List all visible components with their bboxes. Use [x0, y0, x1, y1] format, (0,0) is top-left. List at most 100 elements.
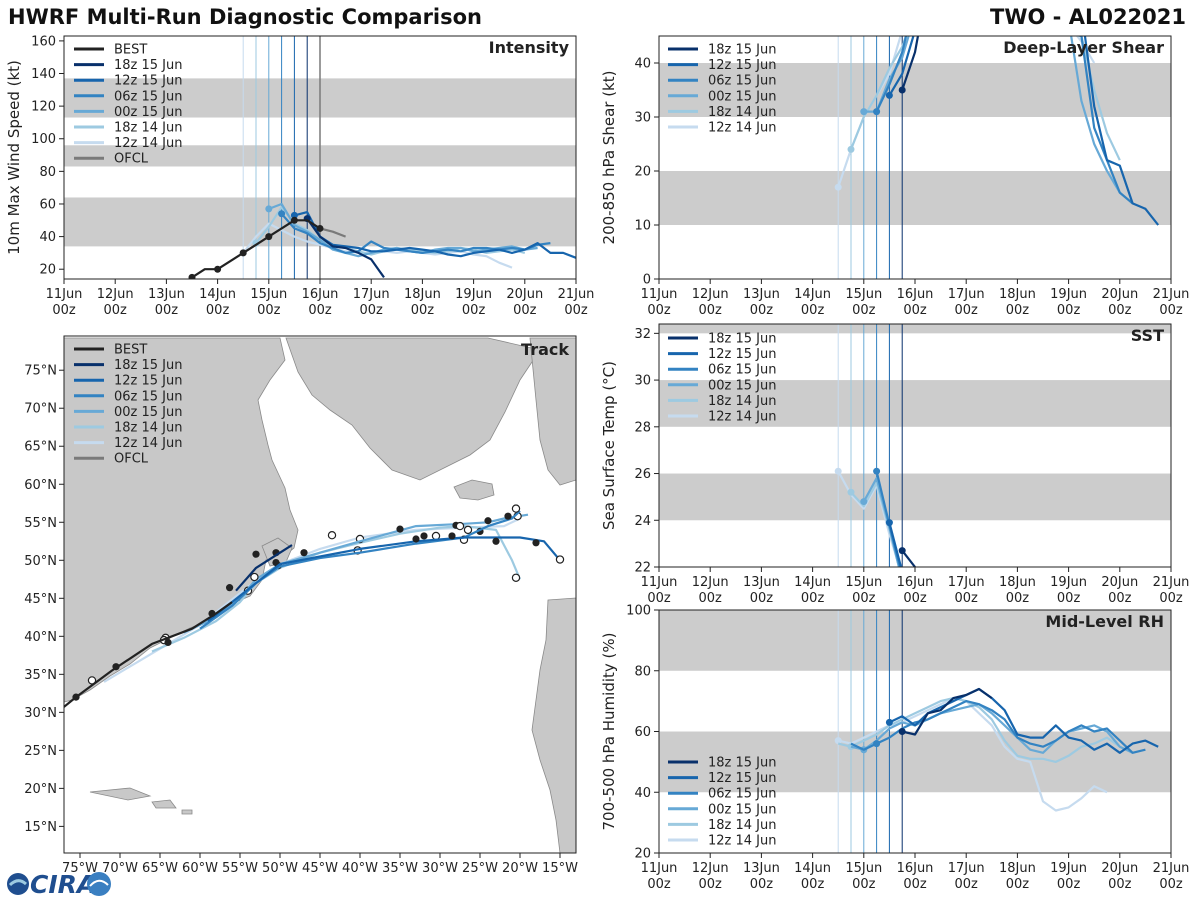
track-y-tick-label: 75°N	[24, 364, 57, 379]
shear-series-point	[873, 108, 881, 116]
shear-y-label: 200-850 hPa Shear (kt)	[600, 71, 618, 245]
intensity-series-point	[239, 249, 247, 257]
legend-label: 06z 15 Jun	[708, 74, 777, 89]
sst-chart: 11Jun00z12Jun00z13Jun00z14Jun00z15Jun00z…	[600, 323, 1190, 606]
shear-y-tick-label: 10	[634, 219, 651, 234]
track-position-open	[250, 572, 259, 582]
track-position-filled	[252, 550, 260, 558]
intensity-x-tick-label: 20Jun	[506, 287, 543, 302]
sst-x-tick-label: 00z	[699, 591, 723, 606]
track-position-filled	[532, 539, 540, 547]
shear-x-tick-label: 17Jun	[948, 287, 985, 302]
track-axes: 75°W 70°W 65°W 60°W 55°W 50°W 45°W 40°W 35°W 30°W…	[24, 340, 578, 876]
legend-label: 00z 15 Jun	[114, 105, 183, 120]
shear-series-line	[901, 36, 920, 91]
track-position-filled	[504, 512, 512, 520]
legend-label: 18z 14 Jun	[708, 818, 777, 833]
shear-x-tick-label: 12Jun	[692, 287, 729, 302]
shear-series-point	[834, 183, 842, 191]
legend-label: 12z 15 Jun	[114, 74, 183, 89]
legend-label: 06z 15 Jun	[114, 89, 183, 104]
shear-series-point	[860, 108, 868, 116]
track-map: 75°W 70°W 65°W 60°W 55°W 50°W 45°W 40°W 35°W 30°W…	[24, 335, 578, 876]
sst-x-tick-label: 17Jun	[948, 575, 985, 590]
rh-y-tick-label: 20	[634, 847, 651, 862]
intensity-series-point	[214, 265, 222, 273]
shear-y-tick-label: 0	[643, 273, 651, 288]
legend-label: 12z 14 Jun	[708, 834, 777, 849]
track-x-tick-label: 55°W	[222, 861, 258, 876]
shear-x-tick-label: 00z	[852, 303, 876, 318]
shear-x-tick-label: 19Jun	[1050, 287, 1087, 302]
sst-threshold-band	[659, 473, 1171, 521]
track-position-open	[455, 521, 465, 531]
shear-series-point	[847, 145, 855, 153]
europe-land	[529, 337, 576, 486]
cira-logo: CIRA	[7, 870, 111, 899]
legend-label: 06z 15 Jun	[114, 389, 183, 404]
sst-x-tick-label: 21Jun	[1153, 575, 1190, 590]
intensity-series-point	[290, 216, 298, 224]
intensity-y-label: 10m Max Wind Speed (kt)	[5, 60, 23, 255]
rh-y-tick-label: 40	[634, 786, 651, 801]
track-x-tick-label: 40°W	[342, 861, 378, 876]
sst-panel-title: SST	[1131, 326, 1164, 345]
intensity-x-tick-label: 00z	[257, 303, 281, 318]
intensity-x-tick-label: 00z	[52, 303, 76, 318]
sst-x-tick-label: 00z	[955, 591, 979, 606]
legend-label: 18z 15 Jun	[708, 332, 777, 347]
rh-threshold-band	[659, 610, 1171, 671]
intensity-series-point	[188, 273, 196, 279]
rh-threshold-band	[659, 731, 1171, 793]
shear-x-tick-label: 00z	[1006, 303, 1030, 318]
rh-x-tick-label: 00z	[801, 877, 825, 892]
rh-x-tick-label: 00z	[647, 877, 671, 892]
shear-x-tick-label: 18Jun	[999, 287, 1036, 302]
intensity-series-line	[306, 218, 385, 279]
track-x-tick-label: 45°W	[302, 861, 338, 876]
legend-label: 00z 15 Jun	[708, 89, 777, 104]
rh-x-tick-label: 00z	[903, 877, 927, 892]
legend-label: 12z 15 Jun	[114, 374, 183, 389]
rh-x-tick-label: 00z	[955, 877, 979, 892]
rh-series-line	[901, 687, 993, 736]
shear-y-tick-label: 20	[634, 165, 651, 180]
rh-x-tick-label: 14Jun	[794, 861, 831, 876]
track-y-tick-label: 20°N	[24, 782, 57, 797]
track-position-filled	[300, 549, 308, 557]
legend-label: 18z 15 Jun	[114, 358, 183, 373]
rh-x-tick-label: 20Jun	[1101, 861, 1138, 876]
rh-y-tick-label: 60	[634, 725, 651, 740]
sst-y-tick-label: 32	[634, 327, 651, 342]
rh-plot-area	[659, 610, 1171, 853]
sst-series-point	[847, 488, 855, 496]
rh-x-tick-label: 15Jun	[845, 861, 882, 876]
sst-plot-area	[659, 324, 1171, 567]
shear-x-tick-label: 00z	[1108, 303, 1132, 318]
sst-y-label: Sea Surface Temp (°C)	[600, 361, 618, 530]
legend-label: 18z 15 Jun	[114, 58, 183, 73]
greenland-land	[285, 337, 541, 481]
track-position-filled	[396, 525, 404, 533]
shear-panel-title: Deep-Layer Shear	[1003, 38, 1164, 57]
sst-threshold-band	[659, 324, 1171, 334]
track-position-filled	[272, 558, 280, 567]
shear-series-point	[898, 86, 906, 94]
track-panel-title: Track	[521, 340, 569, 359]
shear-x-tick-label: 00z	[1057, 303, 1081, 318]
rh-x-tick-label: 00z	[1159, 877, 1183, 892]
shear-threshold-band	[659, 171, 1171, 225]
shear-x-tick-label: 00z	[699, 303, 723, 318]
rh-series-point	[898, 728, 906, 735]
rh-x-tick-label: 16Jun	[897, 861, 934, 876]
rh-series-point	[885, 718, 893, 726]
intensity-y-tick-label: 60	[39, 197, 56, 212]
track-position-filled	[208, 609, 216, 618]
rh-x-tick-label: 17Jun	[948, 861, 985, 876]
legend-label: OFCL	[114, 152, 149, 167]
track-position-filled	[492, 537, 500, 545]
legend-label: 18z 14 Jun	[708, 394, 777, 409]
sst-y-tick-label: 24	[634, 514, 651, 529]
legend-label: 12z 15 Jun	[708, 347, 777, 362]
shear-x-tick-label: 15Jun	[845, 287, 882, 302]
